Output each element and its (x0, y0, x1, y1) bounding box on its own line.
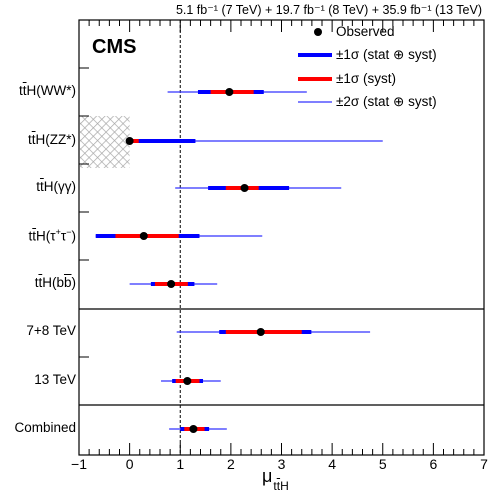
luminosity-text: 5.1 fb⁻¹ (7 TeV) + 19.7 fb⁻¹ (8 TeV) + 3… (175, 3, 482, 17)
row-label: Combined (14, 420, 76, 435)
row-label: ttH(γγ) (36, 179, 76, 194)
row-label: 13 TeV (34, 372, 76, 387)
x-tick-label: 4 (328, 456, 337, 472)
x-tick-label: 0 (125, 456, 134, 472)
row-label: ttH(ZZ*) (27, 132, 76, 147)
x-axis-label: μttH (262, 466, 289, 493)
experiment-label: CMS (92, 36, 137, 58)
row-observed-marker (139, 232, 148, 240)
row-label: 7+8 TeV (26, 323, 76, 338)
row-observed-marker (240, 184, 249, 192)
legend-syst-1sigma-label: ±1σ (syst) (336, 71, 396, 86)
x-tick-label: 1 (176, 456, 185, 472)
x-tick-label: 5 (378, 456, 387, 472)
x-tick-label: 7 (480, 456, 488, 472)
excluded-region-hatch (80, 116, 130, 168)
row-observed-marker (189, 425, 198, 433)
legend-observed-marker (314, 28, 322, 36)
row-label: ttH(bb) (34, 275, 76, 290)
row-label: ttH(WW*) (18, 83, 76, 98)
row-observed-marker (225, 88, 234, 96)
legend-total-2sigma-label: ±2σ (stat ⊕ syst) (336, 94, 437, 109)
x-tick-label: 3 (277, 456, 286, 472)
row-observed-marker (183, 377, 192, 385)
row-label: ttH(τ+τ−) (28, 227, 76, 244)
x-tick-label: 6 (429, 456, 438, 472)
row-observed-marker (125, 137, 134, 145)
legend-total-1sigma-label: ±1σ (stat ⊕ syst) (336, 47, 437, 62)
row-observed-marker (167, 280, 176, 288)
row-observed-marker (256, 328, 265, 336)
x-tick-label: 2 (226, 456, 235, 472)
x-tick-label: −1 (71, 456, 87, 472)
legend-observed-label: Observed (336, 24, 395, 39)
